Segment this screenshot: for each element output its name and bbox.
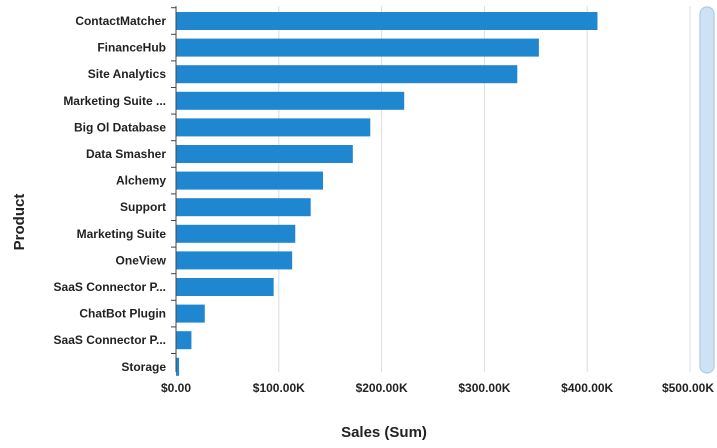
category-label: FinanceHub (97, 41, 166, 55)
bar[interactable] (176, 224, 296, 243)
bar[interactable] (176, 278, 274, 296)
x-tick-label: $200.00K (356, 381, 408, 395)
vertical-scrollbar[interactable] (699, 6, 715, 374)
category-label: SaaS Connector P... (54, 280, 166, 294)
x-tick-label: $400.00K (561, 381, 613, 395)
category-label: Data Smasher (86, 147, 166, 161)
x-tick-label: $500.00K (662, 381, 714, 395)
y-axis-title: Product (11, 194, 28, 251)
category-label: ChatBot Plugin (79, 307, 166, 321)
category-label: Big Ol Database (74, 120, 166, 134)
category-label: Storage (121, 360, 166, 374)
category-label: Marketing Suite ... (63, 94, 166, 108)
category-label: Marketing Suite (77, 227, 167, 241)
bar[interactable] (176, 198, 311, 217)
category-label: Site Analytics (88, 67, 167, 81)
grid-lines (278, 6, 691, 372)
x-tick-label: $100.00K (253, 381, 305, 395)
bar[interactable] (176, 91, 405, 110)
x-tick-label: $300.00K (458, 381, 510, 395)
bar[interactable] (176, 357, 180, 376)
x-axis-title: Sales (Sum) (341, 424, 427, 441)
bar[interactable] (176, 331, 192, 350)
category-label: ContactMatcher (75, 14, 166, 28)
category-label: OneView (116, 253, 167, 267)
bar[interactable] (176, 38, 539, 57)
bar[interactable] (176, 304, 205, 323)
bar[interactable] (176, 118, 371, 137)
category-label: Support (120, 200, 166, 214)
bar[interactable] (176, 251, 293, 270)
bars (176, 12, 598, 376)
bar[interactable] (176, 145, 353, 163)
bar[interactable] (176, 65, 518, 84)
category-label: Alchemy (116, 174, 166, 188)
scrollbar-thumb[interactable] (699, 6, 715, 374)
x-tick-labels: $0.00 $100.00K $200.00K $300.00K $400.00K $50… (161, 381, 714, 395)
category-labels: ContactMatcher FinanceHub Site Analytics Ma… (54, 7, 176, 374)
category-label: SaaS Connector P... (54, 333, 166, 347)
bar[interactable] (176, 12, 598, 30)
x-tick-label: $0.00 (161, 381, 191, 395)
bar[interactable] (176, 171, 324, 190)
